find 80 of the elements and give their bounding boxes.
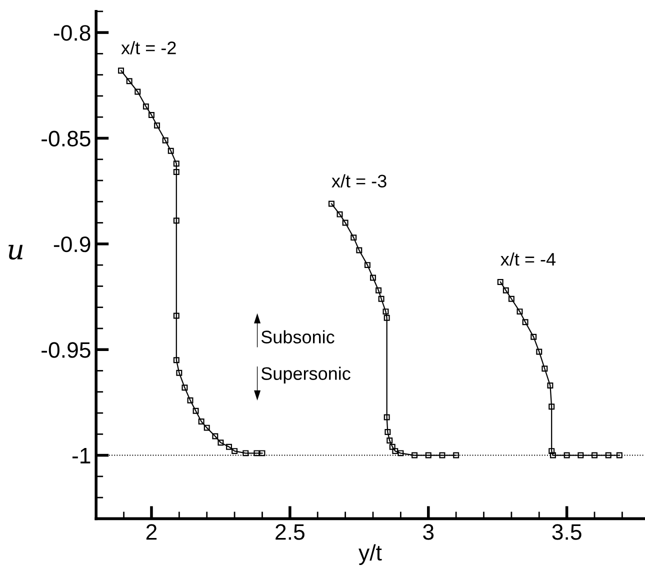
point [547, 382, 554, 389]
point [384, 414, 390, 420]
y-tick-label: -0.9 [54, 236, 90, 252]
point [118, 68, 124, 74]
point [389, 444, 396, 450]
point [605, 452, 612, 458]
x-axis-title: y/t [358, 544, 382, 565]
point [548, 448, 555, 454]
series-label: x/t = -3 [332, 174, 386, 188]
point [616, 452, 622, 458]
point [204, 424, 210, 431]
point [162, 137, 168, 144]
point [392, 448, 398, 454]
annotation: Subsonic [261, 330, 334, 344]
point [226, 444, 232, 450]
series-label: x/t = -2 [121, 41, 176, 54]
point [516, 308, 523, 315]
point [536, 348, 542, 355]
y-axis-title: u [8, 244, 23, 260]
point [370, 274, 376, 281]
y-tick-label: -0.85 [42, 130, 90, 146]
point [497, 278, 504, 285]
annotation: Supersonic [261, 366, 350, 384]
series-label: x/t = -4 [500, 252, 556, 266]
point [212, 433, 218, 440]
point [336, 211, 343, 218]
point [176, 370, 182, 376]
point [378, 296, 384, 302]
point [328, 200, 334, 207]
point [350, 234, 357, 241]
point [173, 169, 180, 176]
point [398, 450, 404, 456]
point [218, 440, 224, 446]
x-tick-label: 2.5 [276, 524, 304, 540]
point [356, 247, 362, 254]
point [173, 218, 180, 224]
point [198, 418, 204, 424]
point [173, 312, 180, 319]
point [126, 78, 132, 84]
point [550, 452, 556, 458]
point [259, 450, 266, 456]
point [142, 104, 149, 110]
point [384, 314, 390, 321]
point [173, 160, 180, 167]
point [134, 88, 141, 95]
point [168, 148, 174, 154]
point [382, 308, 389, 315]
point [173, 357, 180, 364]
point [425, 452, 432, 458]
x-tick-label: 3.5 [552, 524, 582, 540]
point [439, 452, 446, 458]
point [542, 366, 548, 372]
y-tick-label: -0.95 [42, 342, 90, 358]
point [232, 448, 238, 454]
point [592, 452, 598, 458]
x-tick-label: 3 [423, 524, 434, 540]
point [412, 452, 418, 458]
point [564, 452, 570, 458]
point [154, 122, 160, 129]
point [192, 408, 199, 414]
point [548, 404, 555, 410]
x-tick-label: 2 [146, 524, 157, 540]
point [182, 384, 188, 391]
point [578, 452, 584, 458]
y-tick-label: -0.8 [54, 25, 90, 41]
point [502, 287, 509, 294]
y-tick-label: -1 [72, 448, 90, 464]
point [530, 334, 537, 340]
point [386, 438, 393, 444]
point [508, 296, 514, 302]
point [187, 397, 194, 404]
point [522, 319, 528, 326]
point [242, 450, 249, 456]
point [453, 452, 460, 458]
point [148, 112, 154, 118]
point [342, 220, 348, 226]
point [364, 262, 370, 268]
point [384, 429, 391, 436]
point [376, 287, 382, 294]
point [254, 450, 260, 456]
